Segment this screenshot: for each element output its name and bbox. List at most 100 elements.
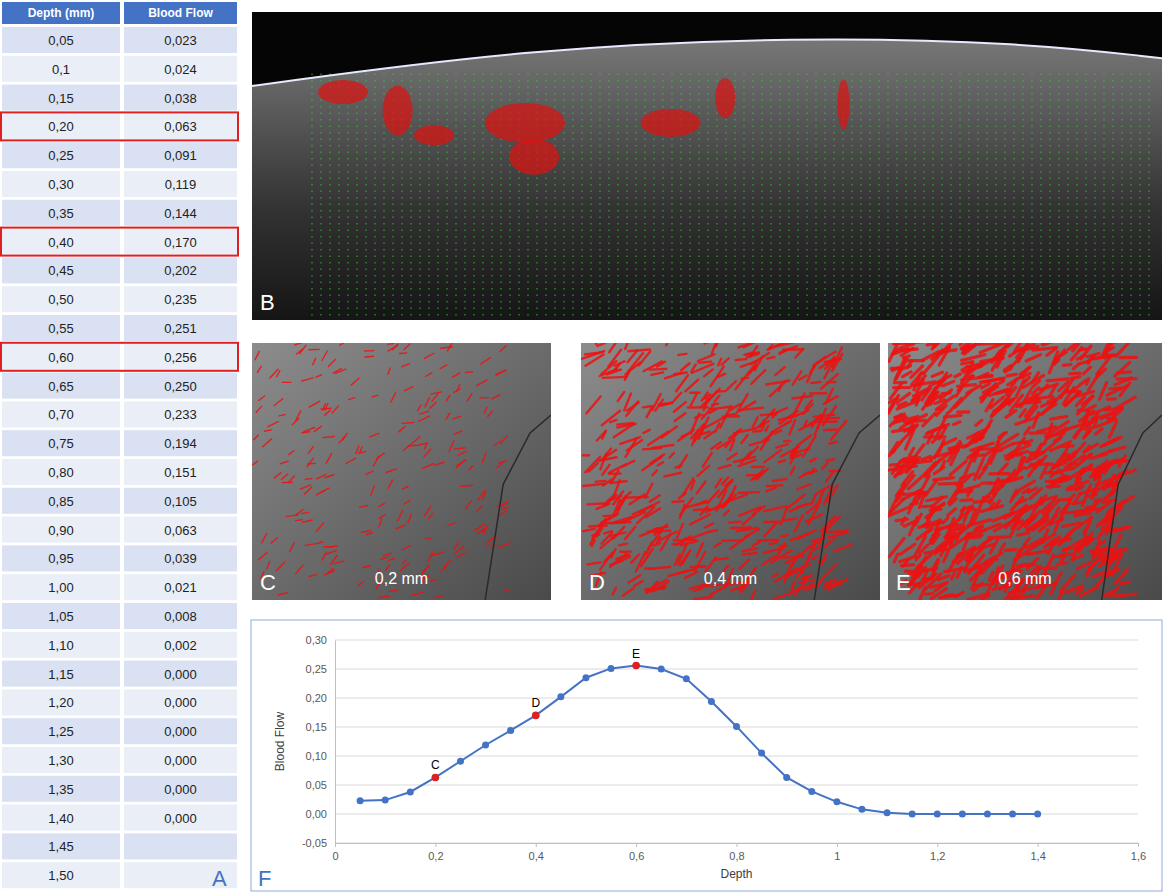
table-cell-text: 0,65: [48, 379, 73, 394]
vessel: [309, 401, 319, 407]
table-cell: [2, 373, 120, 399]
vessel: [664, 473, 681, 477]
vessel: [654, 527, 668, 530]
marker: [783, 774, 790, 781]
vessel: [322, 351, 327, 361]
scan-line: [950, 74, 951, 320]
vessel: [727, 454, 736, 460]
panel-letter: B: [260, 290, 275, 315]
vessel: [426, 537, 432, 539]
vessel: [990, 503, 994, 508]
vessel: [477, 380, 487, 385]
scan-line: [419, 74, 420, 320]
vessel: [366, 471, 373, 474]
vessel: [813, 556, 818, 559]
vessel: [1097, 573, 1107, 585]
vessel: [1115, 535, 1120, 545]
vessel: [676, 569, 696, 574]
vessel: [669, 453, 673, 458]
table-cell: [2, 27, 120, 53]
tick-label: 0,30: [306, 634, 327, 646]
table-cell-text: 0,30: [48, 177, 73, 192]
vessel: [1105, 460, 1117, 469]
vessel: [913, 396, 918, 400]
table-cell: [2, 661, 120, 687]
table-cell: [2, 545, 120, 571]
vessel: [736, 371, 750, 389]
vessel: [1091, 560, 1098, 568]
marker: [357, 797, 364, 804]
vessel: [440, 365, 447, 369]
surface-line: [252, 39, 1162, 85]
vessel: [328, 360, 335, 367]
vessel: [889, 450, 894, 455]
vessel: [1040, 404, 1055, 414]
vessel: [1027, 517, 1048, 529]
vessel: [321, 408, 331, 410]
scan-line: [464, 74, 465, 320]
vessel: [716, 343, 721, 347]
vessel: [652, 394, 660, 410]
vessel: [1084, 521, 1090, 535]
vessel: [686, 502, 708, 508]
table-cell: [124, 142, 237, 168]
vessel: [614, 424, 634, 437]
vessel: [958, 410, 969, 414]
scan-line: [1067, 74, 1068, 320]
table-cell: [2, 257, 120, 283]
scan-line: [869, 74, 870, 320]
vessel: [1033, 388, 1039, 394]
vessel: [309, 349, 319, 351]
vessel: [763, 556, 775, 564]
vessel: [361, 531, 370, 533]
vessel: [700, 507, 707, 515]
vessel: [425, 506, 431, 516]
scan-line: [473, 74, 474, 320]
table-cell-text: 0,35: [48, 206, 73, 221]
vessel: [690, 566, 705, 567]
vessel: [676, 465, 682, 467]
vessel: [939, 347, 950, 355]
vessel: [780, 545, 787, 547]
vessel: [1081, 489, 1096, 493]
vessel: [330, 545, 338, 547]
vessel: [652, 471, 657, 476]
vessel: [603, 376, 627, 379]
vessel: [967, 554, 971, 560]
vessel: [1095, 464, 1103, 474]
vessel: [500, 543, 510, 547]
vessel: [827, 381, 835, 384]
vessel: [597, 431, 606, 440]
vessel: [674, 402, 686, 412]
axis-line: [336, 844, 1139, 848]
vessel: [1066, 586, 1082, 592]
vessel: [316, 491, 324, 495]
vessel: [1015, 545, 1025, 560]
vessel: [1110, 447, 1125, 451]
vessel: [332, 406, 338, 413]
vessel: [596, 528, 602, 537]
vessel: [804, 575, 810, 578]
scan-line: [365, 74, 366, 320]
vessel: [643, 406, 650, 407]
y-axis-title: Blood Flow: [273, 711, 287, 771]
tick: 0,30: [306, 634, 335, 646]
vessel: [788, 570, 801, 576]
tick-mark: [1138, 843, 1139, 847]
scan-line: [905, 74, 906, 320]
vessel: [1096, 419, 1115, 426]
vessel: [694, 431, 701, 442]
vessel: [659, 404, 666, 405]
vessel: [454, 431, 462, 435]
vessel: [641, 549, 653, 566]
vessel: [1016, 380, 1024, 398]
vessel: [692, 364, 714, 373]
vessel: [339, 437, 345, 443]
vessel: [658, 462, 663, 465]
vessel: [363, 566, 371, 568]
vessel: [1050, 508, 1059, 525]
vessel: [645, 567, 654, 569]
tick-label: 0,25: [306, 663, 327, 675]
vessel: [1051, 470, 1059, 477]
scan-line: [563, 74, 564, 320]
